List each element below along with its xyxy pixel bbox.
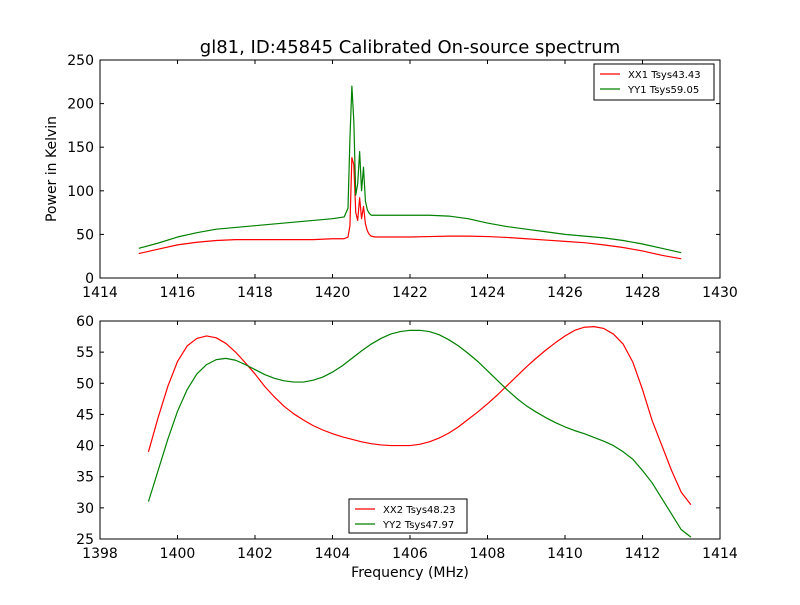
series-line-1 (138, 157, 682, 260)
y-tick-label: 30 (76, 501, 94, 517)
legend-box (348, 498, 468, 534)
y-tick-label: 50 (76, 227, 94, 243)
y-tick-label: 35 (76, 470, 94, 486)
x-tick-label: 1404 (315, 546, 351, 562)
legend-label: YY1 Tsys59.05 (627, 85, 699, 96)
x-tick-label: 1418 (237, 285, 273, 301)
x-axis-label: Frequency (MHz) (351, 565, 469, 581)
legend: XX1 Tsys43.43 YY1 Tsys59.05 (593, 63, 715, 101)
x-tick-label: 1406 (392, 546, 428, 562)
x-tick-label: 1412 (625, 546, 661, 562)
legend-box (593, 63, 715, 101)
y-tick-label: 40 (76, 439, 94, 455)
legend-label: XX2 Tsys48.23 (383, 505, 456, 516)
chart-title: gl81, ID:45845 Calibrated On-source spec… (200, 37, 620, 58)
y-tick-label: 60 (76, 314, 94, 330)
x-tick-label: 1414 (702, 546, 738, 562)
x-tick-label: 1410 (547, 546, 583, 562)
legend-label: YY2 Tsys47.97 (382, 520, 454, 531)
y-tick-label: 25 (76, 532, 94, 548)
y-tick-label: 250 (67, 53, 94, 69)
x-tick-label: 1430 (702, 285, 738, 301)
series-line-2 (138, 85, 682, 254)
legend: XX2 Tsys48.23 YY2 Tsys47.97 (348, 498, 468, 534)
x-tick-label: 1400 (160, 546, 196, 562)
y-tick-label: 150 (67, 140, 94, 156)
y-tick-label: 100 (67, 184, 94, 200)
x-tick-label: 1422 (392, 285, 428, 301)
top-spectrum-panel: 1414 1416 1418 1420 1422 1424 1426 1428 1430 0 50 1… (67, 53, 738, 301)
x-tick-label: 1416 (160, 285, 196, 301)
bottom-spectrum-panel: 1398 1400 1402 1404 1406 1408 1410 1412 1414 25 30… (76, 314, 738, 562)
y-axis-label: Power in Kelvin (44, 116, 60, 222)
y-tick-label: 45 (76, 407, 94, 423)
x-tick-label: 1414 (82, 285, 118, 301)
x-tick-label: 1426 (547, 285, 583, 301)
x-tick-label: 1420 (315, 285, 351, 301)
x-tick-label: 1398 (82, 546, 118, 562)
series-line-1 (147, 326, 692, 506)
y-tick-label: 0 (85, 271, 94, 287)
x-tick-label: 1408 (470, 546, 506, 562)
y-tick-label: 200 (67, 97, 94, 113)
y-tick-label: 50 (76, 376, 94, 392)
x-tick-label: 1428 (625, 285, 661, 301)
x-tick-label: 1402 (237, 546, 273, 562)
legend-label: XX1 Tsys43.43 (628, 70, 701, 81)
x-tick-label: 1424 (470, 285, 506, 301)
y-tick-label: 55 (76, 345, 94, 361)
series-line-2 (147, 329, 692, 538)
